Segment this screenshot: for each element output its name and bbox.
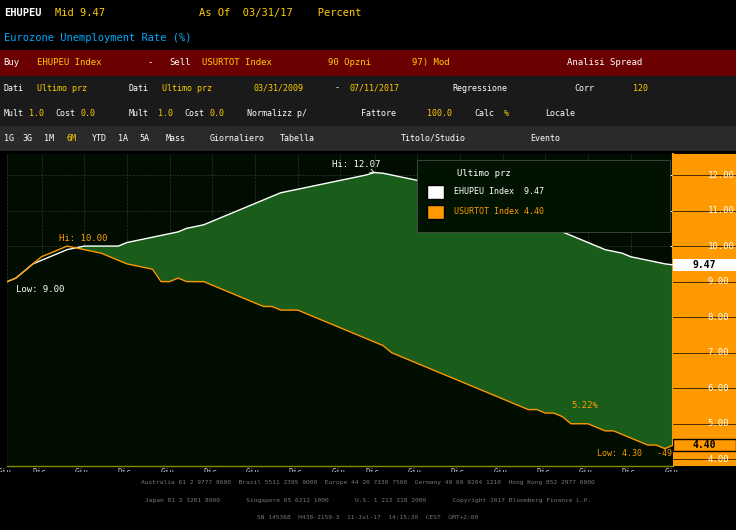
Text: 9.00: 9.00 [708,277,729,286]
Text: Tabella: Tabella [280,134,315,143]
Text: 12.00: 12.00 [708,171,735,180]
Text: 1A: 1A [118,134,128,143]
Text: Cost: Cost [55,109,75,118]
Text: 0.0: 0.0 [210,109,224,118]
Text: Sell: Sell [169,58,191,67]
Text: 1.0: 1.0 [29,109,44,118]
Text: USURTOT Index: USURTOT Index [202,58,272,67]
Text: 0.0: 0.0 [81,109,96,118]
Text: 9.47: 9.47 [693,260,716,270]
Bar [0,126,736,151]
Text: Dati: Dati [4,84,24,93]
Text: 07/11/2017: 07/11/2017 [350,84,400,93]
FancyBboxPatch shape [427,185,444,199]
Text: 10.00: 10.00 [708,242,735,251]
Text: 90 Opzni: 90 Opzni [328,58,370,67]
Text: Mass: Mass [166,134,185,143]
Text: Low: 9.00: Low: 9.00 [16,285,64,294]
Text: 1M: 1M [44,134,54,143]
Text: Dati: Dati [129,84,149,93]
Text: Corr: Corr [574,84,594,93]
Text: Cost: Cost [184,109,204,118]
Text: Mult: Mult [4,109,24,118]
Text: Japan 81 3 3201 8900       Singapore 65 6212 1000       U.S. 1 212 318 2000     : Japan 81 3 3201 8900 Singapore 65 6212 1… [145,498,591,503]
Text: Hi: 10.00: Hi: 10.00 [59,234,107,243]
Text: Analisi Spread: Analisi Spread [567,58,642,67]
Text: 7.00: 7.00 [708,348,729,357]
Text: Hi: 12.07: Hi: 12.07 [332,160,381,172]
Text: Titolo/Studio: Titolo/Studio [401,134,466,143]
FancyBboxPatch shape [417,160,670,232]
Text: Evento: Evento [530,134,560,143]
Text: -: - [147,58,152,67]
Text: As Of  03/31/17    Percent: As Of 03/31/17 Percent [199,7,361,17]
Text: Eurozone Unemployment Rate (%): Eurozone Unemployment Rate (%) [4,33,191,43]
Text: Buy: Buy [4,58,20,67]
Text: 3G: 3G [22,134,32,143]
Text: 6M: 6M [66,134,77,143]
Text: Fattore: Fattore [361,109,396,118]
Bar [673,439,736,452]
Text: Normalizz p/: Normalizz p/ [247,109,307,118]
Text: Mid 9.47: Mid 9.47 [55,7,105,17]
Text: Locale: Locale [545,109,575,118]
Text: 97) Mod: 97) Mod [412,58,450,67]
Text: SN 145368  H438-2159-3  11-Jul-17  14:15:30  CEST  GMT+2:00: SN 145368 H438-2159-3 11-Jul-17 14:15:30… [258,515,478,520]
Text: 4.00: 4.00 [708,455,729,464]
Text: 120: 120 [633,84,648,93]
Text: 100.0: 100.0 [427,109,452,118]
Text: Ultimo prz: Ultimo prz [37,84,87,93]
Text: USURTOT Index 4.40: USURTOT Index 4.40 [453,207,544,216]
Text: 5.00: 5.00 [708,419,729,428]
FancyBboxPatch shape [427,205,444,219]
Text: Regressione: Regressione [453,84,508,93]
Text: Calc: Calc [475,109,495,118]
Text: 03/31/2009: 03/31/2009 [254,84,304,93]
Text: EHUPEU Index  9.47: EHUPEU Index 9.47 [453,187,544,196]
Text: -: - [335,84,340,93]
Bar [0,50,736,75]
Text: 11.00: 11.00 [708,206,735,215]
Text: Giornaliero: Giornaliero [210,134,265,143]
Text: YTD: YTD [92,134,107,143]
Text: 5.22%: 5.22% [571,401,598,410]
Text: 1G: 1G [4,134,14,143]
Text: %: % [504,109,509,118]
Bar [0,101,736,126]
Text: EHUPEU: EHUPEU [4,7,41,17]
Text: Mult: Mult [129,109,149,118]
Bar [673,259,736,271]
Bar [0,75,736,101]
Text: Ultimo prz: Ultimo prz [162,84,212,93]
Text: Australia 61 2 9777 8600  Brazil 5511 2395 9000  Europe 44 20 7330 7500  Germany: Australia 61 2 9777 8600 Brazil 5511 239… [141,480,595,485]
Text: EHUPEU Index: EHUPEU Index [37,58,102,67]
Text: 1.0: 1.0 [158,109,173,118]
Text: 5A: 5A [140,134,150,143]
Text: 6.00: 6.00 [708,384,729,393]
Text: 8.00: 8.00 [708,313,729,322]
Text: Low: 4.30   -49.43%: Low: 4.30 -49.43% [597,449,692,458]
Text: Ultimo prz: Ultimo prz [457,170,511,178]
Text: 4.40: 4.40 [693,440,716,450]
